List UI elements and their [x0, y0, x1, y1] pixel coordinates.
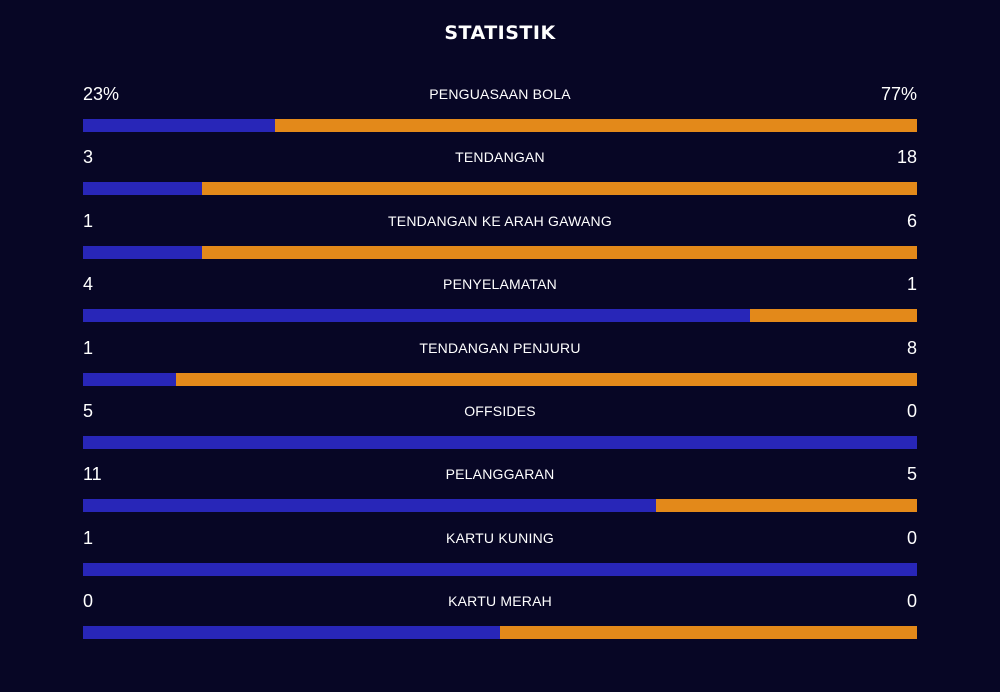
home-bar-segment	[83, 435, 917, 449]
comparison-bar	[83, 562, 917, 576]
away-value: 1	[906, 274, 917, 295]
home-value: 23%	[83, 84, 120, 104]
away-bar-segment	[274, 119, 917, 132]
stat-header: 1 TENDANGAN PENJURU 8	[83, 334, 917, 362]
home-bar-segment	[83, 499, 657, 513]
stat-header: 4 PENYELAMATAN 1	[83, 270, 917, 298]
stat-row: 3 TENDANGAN 18	[83, 143, 917, 206]
comparison-bar	[83, 435, 917, 449]
away-bar-segment	[500, 626, 917, 640]
home-value: 1	[83, 210, 94, 231]
comparison-bar	[83, 119, 917, 132]
home-value: 4	[83, 274, 94, 295]
away-value: 6	[906, 210, 917, 231]
away-value: 8	[906, 337, 917, 358]
away-value: 0	[906, 591, 917, 612]
home-value: 1	[83, 527, 94, 548]
away-value: 5	[906, 464, 917, 485]
stat-label: TENDANGAN KE ARAH GAWANG	[388, 212, 612, 229]
comparison-bar	[83, 245, 917, 259]
home-bar-segment	[83, 309, 751, 323]
home-value: 5	[83, 400, 94, 421]
home-value: 0	[83, 591, 94, 612]
stat-label: KARTU KUNING	[446, 529, 554, 546]
home-bar-segment	[83, 245, 203, 259]
comparison-bar	[83, 499, 917, 513]
home-value: 3	[83, 147, 94, 168]
away-value: 18	[896, 147, 917, 168]
stat-label: PENGUASAAN BOLA	[429, 86, 571, 102]
stat-header: 11 PELANGGARAN 5	[83, 460, 917, 488]
home-bar-segment	[83, 626, 500, 640]
away-bar-segment	[202, 182, 917, 196]
comparison-bar	[83, 182, 917, 196]
stat-label: PENYELAMATAN	[443, 276, 557, 293]
stat-header: 1 KARTU KUNING 0	[83, 524, 917, 552]
stat-label: PELANGGARAN	[445, 466, 555, 483]
stat-label: TENDANGAN	[455, 149, 545, 166]
stat-row: 23% PENGUASAAN BOLA 77%	[83, 80, 917, 143]
stat-row: 11 PELANGGARAN 5	[83, 460, 917, 523]
comparison-bar	[83, 626, 917, 640]
stat-row: 5 OFFSIDES 0	[83, 397, 917, 460]
page-title: STATISTIK	[444, 22, 556, 44]
stat-header: 1 TENDANGAN KE ARAH GAWANG 6	[83, 207, 917, 235]
stat-header: 23% PENGUASAAN BOLA 77%	[83, 80, 917, 108]
comparison-bar	[83, 372, 917, 386]
stat-label: TENDANGAN PENJURU	[419, 339, 581, 356]
away-bar-segment	[750, 309, 917, 323]
home-bar-segment	[83, 562, 917, 576]
stat-header: 5 OFFSIDES 0	[83, 397, 917, 425]
stat-row: 0 KARTU MERAH 0	[83, 587, 917, 650]
home-value: 11	[83, 464, 102, 485]
stats-list: 23% PENGUASAAN BOLA 77% 3 TENDANGAN 18 1 TENDAN…	[83, 80, 917, 651]
home-bar-segment	[83, 182, 203, 196]
comparison-bar	[83, 309, 917, 323]
away-value: 77%	[880, 84, 917, 104]
away-bar-segment	[656, 499, 917, 513]
stat-header: 3 TENDANGAN 18	[83, 143, 917, 171]
stat-row: 1 TENDANGAN KE ARAH GAWANG 6	[83, 207, 917, 270]
away-bar-segment	[175, 372, 917, 386]
stat-label: KARTU MERAH	[448, 593, 552, 610]
stat-row: 1 TENDANGAN PENJURU 8	[83, 334, 917, 397]
home-bar-segment	[83, 372, 176, 386]
stat-row: 4 PENYELAMATAN 1	[83, 270, 917, 333]
stat-row: 1 KARTU KUNING 0	[83, 524, 917, 587]
stat-label: OFFSIDES	[464, 402, 536, 419]
home-value: 1	[83, 337, 94, 358]
away-value: 0	[906, 400, 917, 421]
away-value: 0	[906, 527, 917, 548]
away-bar-segment	[202, 245, 917, 259]
home-bar-segment	[83, 119, 275, 132]
stat-header: 0 KARTU MERAH 0	[83, 587, 917, 615]
